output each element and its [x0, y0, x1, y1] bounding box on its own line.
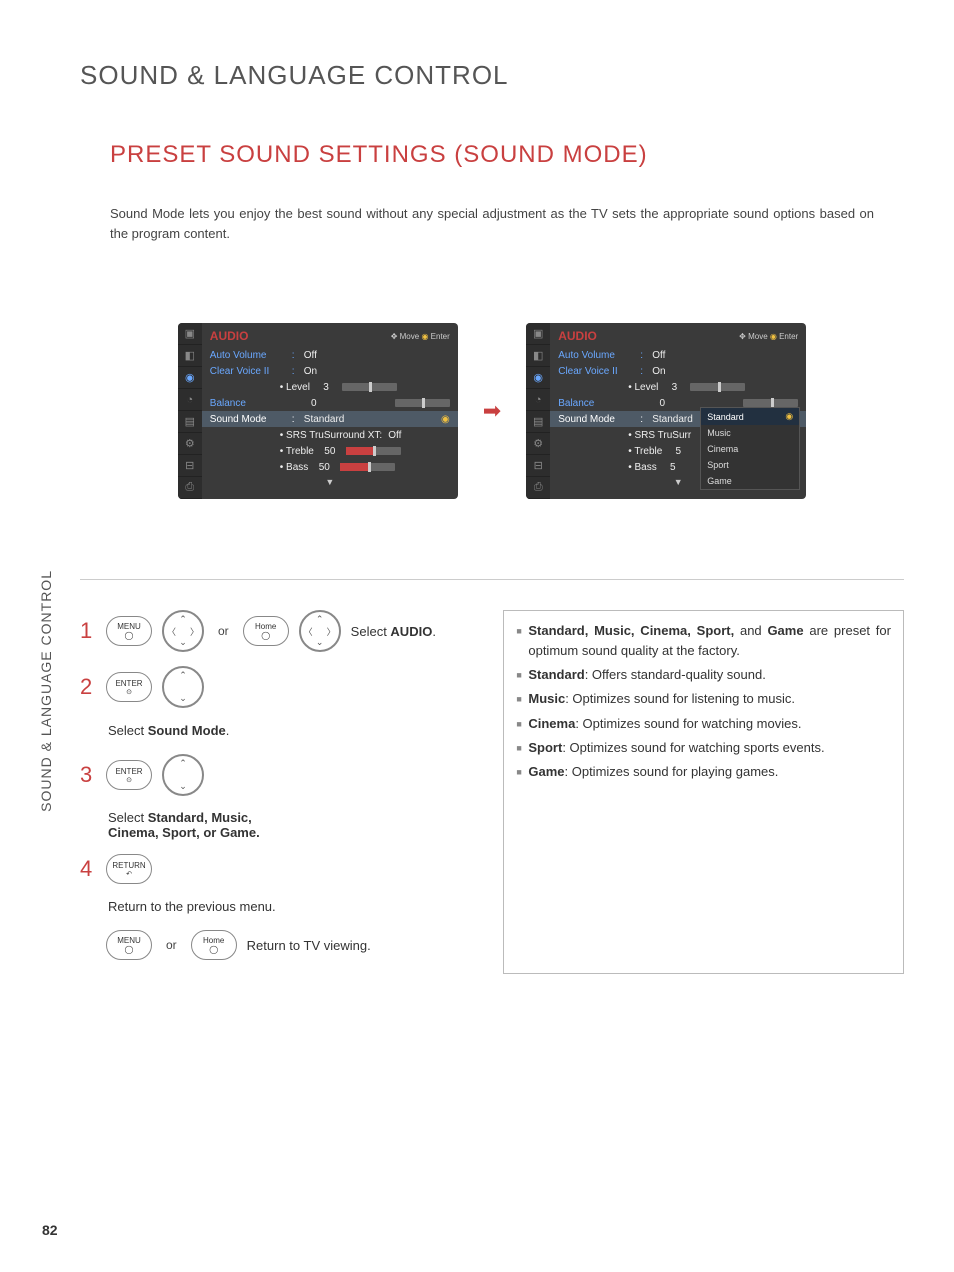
osd-row-balance: Balance0 — [210, 395, 450, 411]
step4-return-text: Return to the previous menu. — [108, 899, 276, 914]
info-item-cinema: Cinema: Optimizes sound for watching mov… — [516, 714, 891, 734]
osd-hint: ✥ Move ◉ Enter — [391, 332, 450, 341]
main-heading: SOUND & LANGUAGE CONTROL — [80, 60, 904, 91]
sidebar-icon: ◧ — [178, 345, 202, 367]
osd-row-auto-volume: Auto Volume:Off — [210, 347, 450, 363]
step3-text-line1: Select Standard, Music, — [108, 810, 473, 825]
popup-item-standard: Standard◉ — [701, 408, 799, 425]
sidebar-icon: ◔ — [526, 389, 550, 411]
sidebar-icon: ⊟ — [178, 455, 202, 477]
osd-row-clear-voice: Clear Voice II:On — [558, 363, 798, 379]
remote-enter-button: ENTER⊙ — [106, 672, 152, 702]
osd-title: AUDIO — [210, 329, 249, 343]
step-number-4: 4 — [80, 856, 96, 882]
sidebar-icon: ◔ — [178, 389, 202, 411]
osd-menu-after: ▣ ◧ ◉ ◔ ▤ ⚙ ⊟ ⎙ AUDIO ✥ Move ◉ Enter Aut… — [526, 323, 806, 499]
osd-comparison-row: ▣ ◧ ◉ ◔ ▤ ⚙ ⊟ ⎙ AUDIO ✥ Move ◉ Enter Aut… — [80, 323, 904, 499]
popup-item-sport: Sport — [701, 457, 799, 473]
osd-row-level: • Level3 — [210, 379, 450, 395]
osd-title: AUDIO — [558, 329, 597, 343]
steps-column: 1 MENU◯ ⌃⌄〈〉 or Home◯ ⌃⌄〈〉 Select AUDIO.… — [80, 610, 473, 974]
sidebar-icon-audio: ◉ — [526, 367, 550, 389]
popup-item-game: Game — [701, 473, 799, 489]
sidebar-icon: ▣ — [178, 323, 202, 345]
sidebar-icon: ⎙ — [526, 477, 550, 499]
remote-home-button: Home◯ — [243, 616, 289, 646]
or-text: or — [166, 938, 177, 952]
step4-tv-text: Return to TV viewing. — [247, 938, 371, 953]
step-number-1: 1 — [80, 618, 96, 644]
info-item-standard: Standard: Offers standard-quality sound. — [516, 665, 891, 685]
sound-mode-popup: Standard◉ Music Cinema Sport Game — [700, 407, 800, 490]
osd-row-treble: • Treble50 — [210, 443, 450, 459]
sidebar-icon-audio: ◉ — [178, 367, 202, 389]
osd-sidebar: ▣ ◧ ◉ ◔ ▤ ⚙ ⊟ ⎙ — [526, 323, 550, 499]
step-number-3: 3 — [80, 762, 96, 788]
sidebar-icon: ▣ — [526, 323, 550, 345]
osd-sidebar: ▣ ◧ ◉ ◔ ▤ ⚙ ⊟ ⎙ — [178, 323, 202, 499]
osd-row-clear-voice: Clear Voice II:On — [210, 363, 450, 379]
intro-text: Sound Mode lets you enjoy the best sound… — [110, 204, 874, 243]
remote-menu-button: MENU◯ — [106, 616, 152, 646]
or-text: or — [218, 624, 229, 638]
remote-dpad: ⌃⌄〈〉 — [299, 610, 341, 652]
info-item-sport: Sport: Optimizes sound for watching spor… — [516, 738, 891, 758]
info-item-music: Music: Optimizes sound for listening to … — [516, 689, 891, 709]
info-box: Standard, Music, Cinema, Sport, and Game… — [503, 610, 904, 974]
remote-dpad: ⌃⌄〈〉 — [162, 610, 204, 652]
arrow-icon: ➡ — [483, 398, 501, 424]
osd-hint: ✥ Move ◉ Enter — [739, 332, 798, 341]
step2-text: Select Sound Mode. — [108, 723, 229, 738]
osd-row-level: • Level3 — [558, 379, 798, 395]
step3-text-line2: Cinema, Sport, or Game. — [108, 825, 473, 840]
sidebar-icon: ◧ — [526, 345, 550, 367]
step-number-2: 2 — [80, 674, 96, 700]
osd-row-bass: • Bass50 — [210, 459, 450, 475]
osd-row-srs: • SRS TruSurround XT:Off — [210, 427, 450, 443]
sidebar-icon: ▤ — [526, 411, 550, 433]
sidebar-icon: ⊟ — [526, 455, 550, 477]
osd-menu-before: ▣ ◧ ◉ ◔ ▤ ⚙ ⊟ ⎙ AUDIO ✥ Move ◉ Enter Aut… — [178, 323, 458, 499]
step1-text: Select AUDIO. — [351, 624, 436, 639]
remote-enter-button: ENTER⊙ — [106, 760, 152, 790]
remote-menu-button: MENU◯ — [106, 930, 152, 960]
sidebar-icon: ⎙ — [178, 477, 202, 499]
sub-heading: PRESET SOUND SETTINGS (SOUND MODE) — [110, 141, 904, 169]
remote-home-button: Home◯ — [191, 930, 237, 960]
osd-row-sound-mode: Sound Mode:Standard◉ — [202, 411, 458, 427]
info-item-game: Game: Optimizes sound for playing games. — [516, 762, 891, 782]
info-item-presets: Standard, Music, Cinema, Sport, and Game… — [516, 621, 891, 661]
popup-item-music: Music — [701, 425, 799, 441]
osd-more-indicator: ▼ — [210, 477, 450, 487]
remote-return-button: RETURN↶ — [106, 854, 152, 884]
side-tab-label: SOUND & LANGUAGE CONTROL — [38, 570, 54, 812]
page-number: 82 — [42, 1222, 58, 1238]
popup-item-cinema: Cinema — [701, 441, 799, 457]
sidebar-icon: ⚙ — [526, 433, 550, 455]
section-divider — [80, 579, 904, 580]
remote-dpad-vertical: ⌃⌄ — [162, 754, 204, 796]
remote-dpad-vertical: ⌃⌄ — [162, 666, 204, 708]
sidebar-icon: ▤ — [178, 411, 202, 433]
sidebar-icon: ⚙ — [178, 433, 202, 455]
osd-row-auto-volume: Auto Volume:Off — [558, 347, 798, 363]
